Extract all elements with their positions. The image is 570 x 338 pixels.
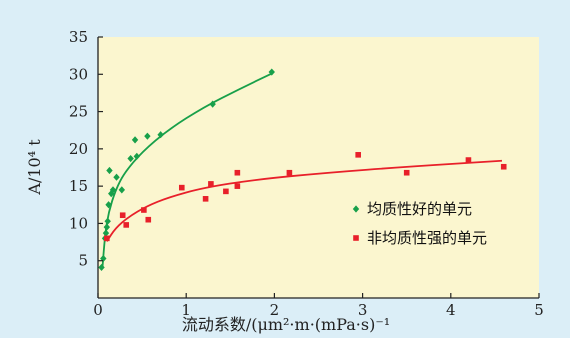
data-point-homogeneous — [131, 136, 139, 144]
data-point-heterogeneous — [500, 163, 507, 170]
y-tick-label: 30 — [69, 65, 88, 83]
data-point-heterogeneous — [123, 222, 130, 228]
data-point-heterogeneous — [104, 235, 110, 242]
y-tick-label: 10 — [69, 214, 88, 232]
trend-curve-heterogeneous — [106, 159, 503, 242]
data-point-homogeneous — [268, 68, 275, 76]
data-point-homogeneous — [118, 186, 126, 194]
y-tick-label: 20 — [69, 140, 88, 158]
legend-marker-red-square — [353, 235, 359, 241]
data-point-heterogeneous — [223, 188, 229, 195]
data-point-homogeneous — [209, 100, 216, 108]
data-point-homogeneous — [103, 223, 111, 231]
data-point-heterogeneous — [355, 152, 361, 158]
data-point-homogeneous — [98, 263, 105, 272]
data-point-heterogeneous — [465, 157, 472, 163]
legend-label-homogeneous: 均质性好的单元 — [367, 200, 472, 218]
data-point-heterogeneous — [141, 207, 147, 213]
data-point-heterogeneous — [403, 169, 410, 176]
x-tick-label: 2 — [270, 301, 280, 319]
data-point-homogeneous — [104, 217, 111, 225]
data-point-heterogeneous — [145, 216, 152, 223]
x-axis-label: 流动系数/(μm²·m·(mPa·s)⁻¹ — [182, 315, 390, 334]
data-point-heterogeneous — [202, 196, 209, 202]
data-point-heterogeneous — [119, 212, 126, 219]
data-point-heterogeneous — [208, 181, 214, 187]
data-point-homogeneous — [100, 254, 107, 263]
data-point-homogeneous — [106, 166, 113, 175]
data-point-heterogeneous — [286, 169, 293, 176]
y-tick-label: 35 — [69, 28, 88, 46]
x-tick-label: 0 — [93, 301, 103, 319]
data-point-homogeneous — [144, 132, 151, 140]
plot-area — [98, 37, 539, 298]
x-tick-label: 1 — [181, 301, 191, 319]
data-point-heterogeneous — [234, 169, 241, 176]
data-point-homogeneous — [109, 186, 117, 194]
x-tick-label: 5 — [534, 301, 544, 319]
y-tick-label: 25 — [69, 103, 88, 121]
x-tick-label: 4 — [446, 301, 456, 319]
y-tick-label: 5 — [78, 252, 88, 270]
data-point-homogeneous — [105, 201, 112, 209]
legend: 均质性好的单元 非均质性强的单元 — [352, 200, 487, 247]
data-point-homogeneous — [157, 131, 164, 139]
data-point-homogeneous — [113, 173, 120, 181]
y-tick-label: 15 — [69, 177, 88, 195]
x-tick-label: 3 — [358, 301, 368, 319]
data-point-homogeneous — [127, 154, 134, 163]
y-axis-label: A/10⁴ t — [25, 139, 44, 196]
data-point-homogeneous — [133, 152, 141, 160]
legend-label-heterogeneous: 非均质性强的单元 — [367, 229, 487, 247]
data-point-heterogeneous — [178, 184, 185, 191]
legend-marker-green-diamond — [352, 205, 360, 213]
data-point-heterogeneous — [234, 183, 241, 189]
data-point-homogeneous — [102, 229, 110, 237]
